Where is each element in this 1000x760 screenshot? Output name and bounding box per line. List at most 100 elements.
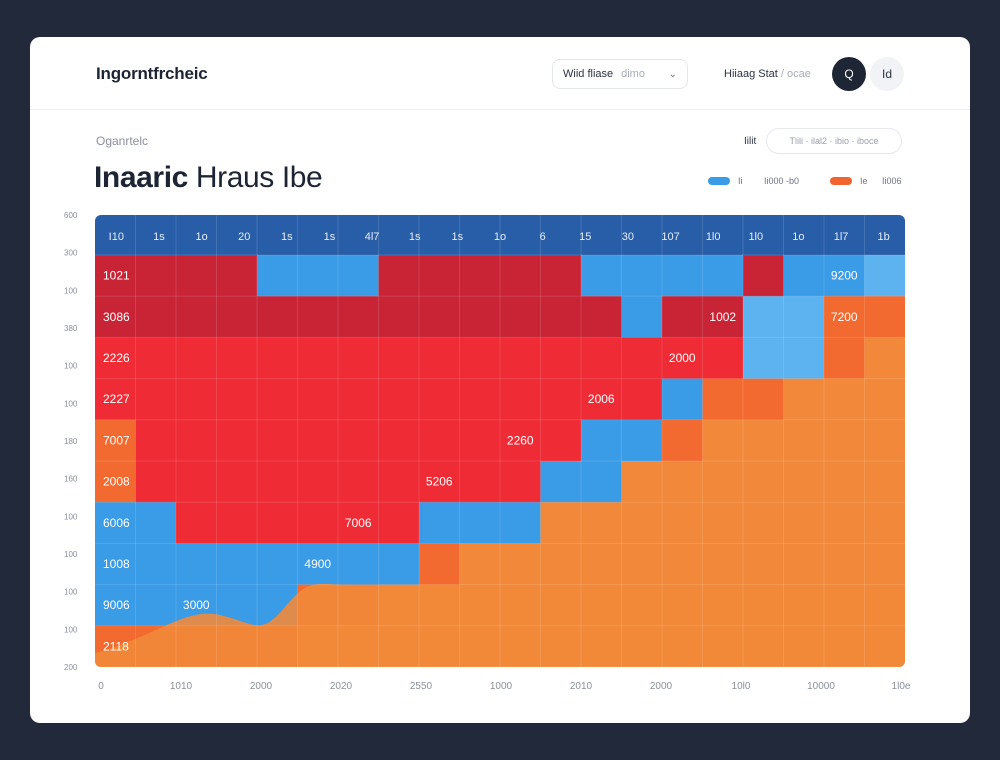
heatmap-cell [621,502,663,544]
heatmap-cell [378,378,420,421]
heatmap-cell [824,296,866,338]
heatmap-cell [135,337,177,380]
heatmap-cell [297,337,339,380]
column-label: 1l0 [706,231,721,243]
heatmap-cell [500,461,542,503]
heatmap-cell [621,255,663,297]
y-tick-label: 100 [64,286,78,295]
legend-label: Ii [738,176,743,186]
y-tick-label: 180 [64,437,78,446]
column-label: 30 [622,231,634,243]
column-label: 107 [661,231,679,243]
heatmap-cell [702,419,744,462]
row-label: 7007 [103,433,130,447]
data-label: 2006 [588,392,615,406]
range-selector[interactable]: Tlili · ilal2 · ibio · iboce [766,128,902,154]
header-band [95,215,905,255]
heatmap-cell [459,337,501,380]
heatmap-cell [135,378,177,421]
heatmap-cell [257,296,299,338]
legend-swatch-blue [708,177,730,185]
heatmap-cell [257,543,299,586]
x-tick-label: 2000 [250,681,273,692]
heatmap-cell [338,461,380,503]
heatmap-cell [216,296,258,338]
x-tick-label: 0 [98,681,104,692]
heatmap-cell [824,419,866,462]
heatmap-cell [95,584,137,627]
heatmap-cell [257,461,299,503]
column-label: 6 [540,231,546,243]
heatmap-cell [743,543,785,586]
x-tick-label: 2010 [570,681,593,692]
heatmap-cell [743,296,785,338]
column-label: 1s [409,231,421,243]
heatmap-cell [378,461,420,503]
heatmap-cell [662,502,704,544]
heatmap-cell [176,255,218,297]
row-label: 9006 [103,598,130,612]
heatmap-cell [662,296,704,338]
data-label: 2000 [669,351,696,365]
row-label: 2008 [103,475,130,489]
heatmap-cell [257,255,299,297]
y-tick-label: 100 [64,588,78,597]
heatmap-cell [743,502,785,544]
profile-button[interactable]: Id [870,57,904,91]
y-tick-label: 100 [64,625,78,634]
data-label: 9200 [831,269,858,283]
heatmap-cell [662,337,704,380]
heatmap-cell [540,543,582,586]
heatmap-cell [662,461,704,503]
heatmap-cell [95,255,137,297]
heatmap-cell [864,461,905,503]
heatmap-cell [581,502,623,544]
legend-item-blue[interactable]: Ii [708,174,743,188]
heatmap-cell [621,337,663,380]
legend-value: Ii006 [882,176,902,186]
x-tick-label: 2550 [410,681,433,692]
column-label: 1o [494,231,506,243]
legend-item-orange[interactable]: Ie [830,174,868,188]
y-tick-label: 100 [64,550,78,559]
heatmap-cell [702,378,744,421]
legend-label: Ie [860,176,868,186]
heatmap-cell [216,461,258,503]
row-label: 2227 [103,392,130,406]
heatmap-cell [540,337,582,380]
heatmap-cell [783,461,825,503]
heatmap-cell [176,543,218,586]
row-label: 6006 [103,516,130,530]
dataset-selector[interactable]: Wiid fliase dimo ⌄ [552,59,688,89]
heatmap-cell [500,543,542,586]
heatmap-cell [540,296,582,338]
legend-value-blue: Ii000 -b0 [764,174,799,188]
page-subtitle: Oganrtelc [96,134,149,148]
heatmap-cell [581,419,623,462]
heatmap-cell [500,296,542,338]
heatmap-cell [459,502,501,544]
row-label: 1021 [103,269,130,283]
row-label: 3086 [103,310,130,324]
heatmap-cell [500,255,542,297]
heatmap-cell [95,502,137,544]
heatmap-cell [297,461,339,503]
column-label: 1o [792,231,804,243]
heatmap-cell [662,419,704,462]
data-label: 3000 [183,598,210,612]
heatmap-cell [864,255,905,297]
heatmap-cell [459,543,501,586]
heatmap-cell [783,502,825,544]
heatmap-cell [378,543,420,586]
stat-link-label: Hiiaag Stat [724,68,778,80]
heatmap-cell [135,502,177,544]
stat-link[interactable]: Hiiaag Stat / ocae [724,68,811,80]
column-label: 1b [878,231,890,243]
heatmap-cell [216,378,258,421]
search-icon[interactable]: Q [832,57,866,91]
heatmap-cell [378,502,420,544]
heatmap-cell [297,419,339,462]
heatmap-cell [135,296,177,338]
row-label: 1008 [103,557,130,571]
